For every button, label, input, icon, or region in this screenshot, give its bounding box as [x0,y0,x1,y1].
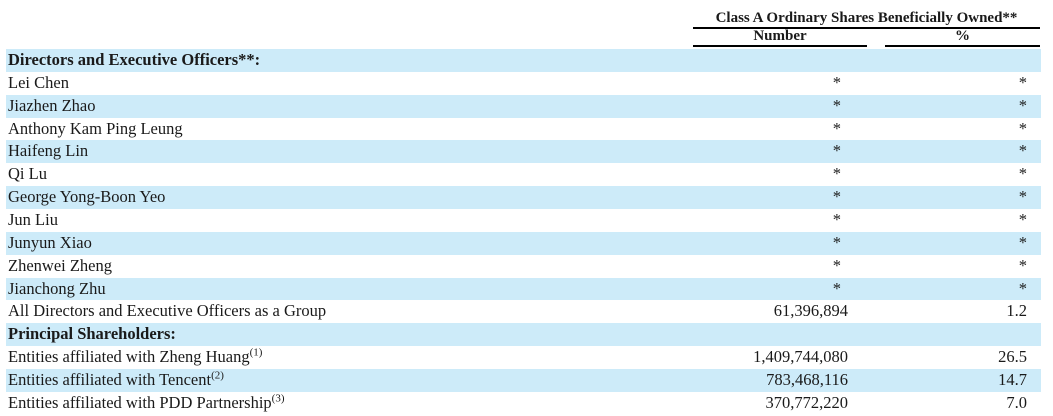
row-number-value [628,323,868,346]
row-percent-value: * [1018,141,1027,161]
table-header: Class A Ordinary Shares Beneficially Own… [693,0,1040,47]
row-label-text: Entities affiliated with Tencent [8,370,212,390]
table-row: Jianchong Zhu * * [6,277,1041,301]
row-label-text: Jianchong Zhu [8,278,106,298]
row-percent-value: * [1018,278,1027,298]
row-percent-value: * [1018,72,1027,92]
row-percent-value [868,49,1041,72]
row-number-value: * [832,232,841,252]
row-percent-value: 14.7 [998,370,1027,390]
table-row: Jiazhen Zhao * * [6,94,1041,118]
row-percent-value: * [1018,164,1027,184]
row-label: Entities affiliated with Tencent(2) [6,369,628,392]
row-number-value: 1,409,744,080 [753,347,848,367]
row-label: Junyun Xiao [6,232,628,255]
table-row: Entities affiliated with Tencent(2) 783,… [6,369,1041,392]
row-number-value: 783,468,116 [766,370,848,390]
row-label-footnote: (3) [271,392,285,405]
row-label: Entities affiliated with PDD Partnership… [6,392,628,415]
row-label-text: George Yong-Boon Yeo [8,187,166,207]
row-label: Principal Shareholders: [6,323,628,346]
table-row: Entities affiliated with Zheng Huang(1) … [6,346,1041,369]
row-label-text: Entities affiliated with Zheng Huang [8,347,250,367]
row-percent-value: * [1018,255,1027,275]
row-label: Entities affiliated with Zheng Huang(1) [6,346,628,369]
row-label: Jun Liu [6,209,628,232]
table-body: Directors and Executive Officers**: Lei … [6,49,1041,415]
row-label-text: Entities affiliated with PDD Partnership [8,392,272,412]
column-headers: Number % [693,29,1040,47]
row-number-value: * [832,118,841,138]
row-label-text: Zhenwei Zheng [8,255,113,275]
row-label-text: All Directors and Executive Officers as … [8,301,327,321]
table-row: Entities affiliated with PDD Partnership… [6,392,1041,415]
row-label-text: Directors and Executive Officers**: [8,50,261,69]
row-label-text: Haifeng Lin [8,141,89,161]
row-number-value: * [832,72,841,92]
column-header-number: Number [693,29,867,47]
table-row: Lei Chen * * [6,72,1041,95]
table-row: Directors and Executive Officers**: [6,49,1041,72]
row-label: Haifeng Lin [6,140,628,163]
row-label: Lei Chen [6,72,628,95]
table-row: All Directors and Executive Officers as … [6,300,1041,323]
row-number-value: * [832,141,841,161]
row-label-text: Anthony Kam Ping Leung [8,118,183,138]
row-percent-value: 1.2 [1006,301,1027,321]
row-percent-value: * [1018,95,1027,115]
table-row: George Yong-Boon Yeo * * [6,186,1041,210]
row-label: Jiazhen Zhao [6,95,628,118]
table-row: Haifeng Lin * * [6,140,1041,164]
row-label-text: Lei Chen [8,72,69,92]
row-percent-value: * [1018,187,1027,207]
row-percent-value: * [1018,232,1027,252]
row-number-value: * [832,95,841,115]
row-label-text: Qi Lu [8,164,47,184]
table-row: Zhenwei Zheng * * [6,255,1041,278]
table-row: Anthony Kam Ping Leung * * [6,118,1041,141]
row-percent-value: 26.5 [998,347,1027,367]
row-percent-value [868,323,1041,346]
row-number-value: * [832,187,841,207]
row-label-text: Junyun Xiao [8,232,92,252]
row-label: Jianchong Zhu [6,278,628,301]
row-label: Qi Lu [6,163,628,186]
column-group-title: Class A Ordinary Shares Beneficially Own… [693,10,1040,29]
row-number-value: * [832,278,841,298]
row-label-text: Jun Liu [8,210,58,230]
row-number-value: 370,772,220 [765,392,849,412]
row-percent-value: 7.0 [1006,392,1027,412]
table-row: Qi Lu * * [6,163,1041,186]
row-label: Anthony Kam Ping Leung [6,118,628,141]
row-percent-value: * [1018,118,1027,138]
row-percent-value: * [1018,210,1027,230]
table-row: Principal Shareholders: [6,323,1041,347]
row-label: Zhenwei Zheng [6,255,628,278]
row-label-footnote: (1) [249,346,263,359]
row-label: Directors and Executive Officers**: [6,49,628,72]
row-number-value: 61,396,894 [773,301,848,321]
row-number-value: * [832,255,841,275]
row-number-value: * [832,164,841,184]
row-number-value [628,49,868,72]
row-label-footnote: (2) [211,369,224,382]
row-label-text: Jiazhen Zhao [8,95,96,115]
row-label-text: Principal Shareholders: [8,324,176,344]
row-label: George Yong-Boon Yeo [6,186,628,209]
row-label: All Directors and Executive Officers as … [6,300,628,323]
column-header-percent: % [885,29,1040,47]
table-row: Junyun Xiao * * [6,231,1041,255]
table-row: Jun Liu * * [6,209,1041,232]
row-number-value: * [832,210,841,230]
